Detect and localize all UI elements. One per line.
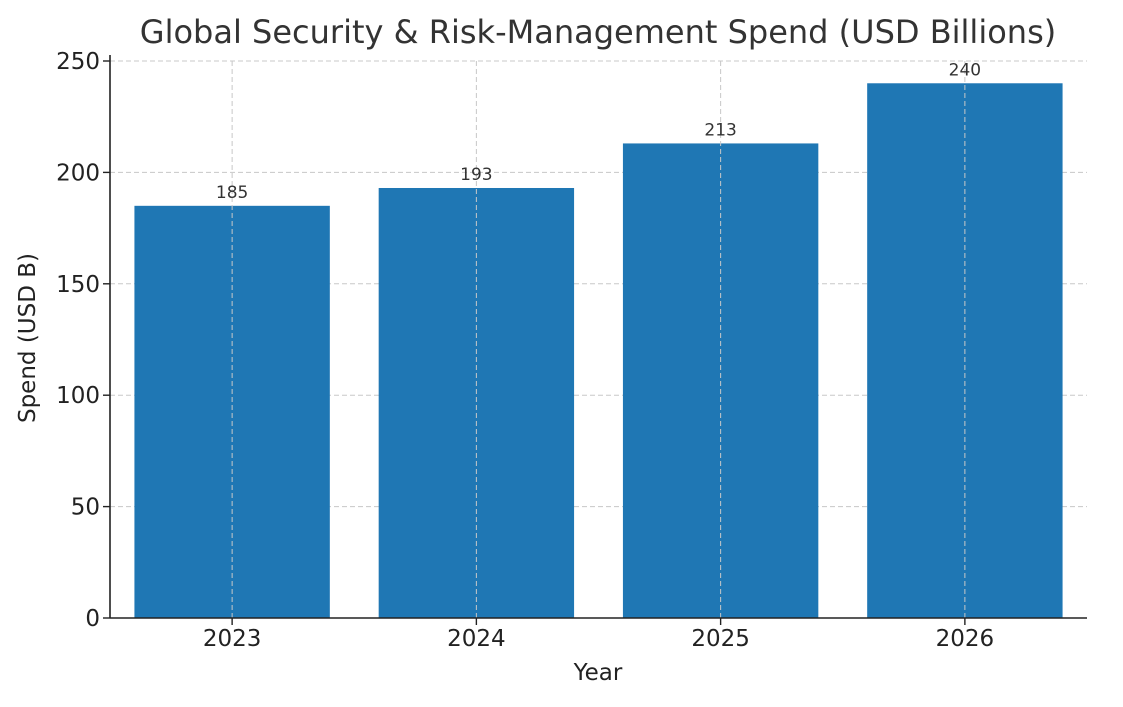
bar-2024 <box>378 187 575 618</box>
bar-2023 <box>134 205 330 618</box>
data-label-2026: 240 <box>949 60 981 80</box>
axes: 0 50 100 150 200 250 2023 2024 2025 2026 <box>56 49 1087 652</box>
y-tick-label: 250 <box>56 49 100 75</box>
data-label-2025: 213 <box>704 120 736 140</box>
chart-title: Global Security & Risk-Management Spend … <box>140 13 1056 51</box>
y-tick-label: 0 <box>85 606 100 632</box>
data-label-2023: 185 <box>216 183 248 203</box>
y-tick-label: 100 <box>56 383 100 409</box>
x-tick-label-2025: 2025 <box>691 626 750 652</box>
x-axis-label: Year <box>573 660 623 686</box>
y-axis-label: Spend (USD B) <box>15 253 41 423</box>
x-tick-label-2023: 2023 <box>203 626 262 652</box>
data-label-2024: 193 <box>460 165 492 185</box>
bars <box>134 61 1063 618</box>
x-tick-label-2024: 2024 <box>447 626 506 652</box>
data-labels: 185 193 213 240 <box>216 60 981 203</box>
y-tick-label: 150 <box>56 272 100 298</box>
y-tick-label: 50 <box>71 495 100 521</box>
y-tick-label: 200 <box>56 160 100 186</box>
x-tick-label-2026: 2026 <box>936 626 995 652</box>
